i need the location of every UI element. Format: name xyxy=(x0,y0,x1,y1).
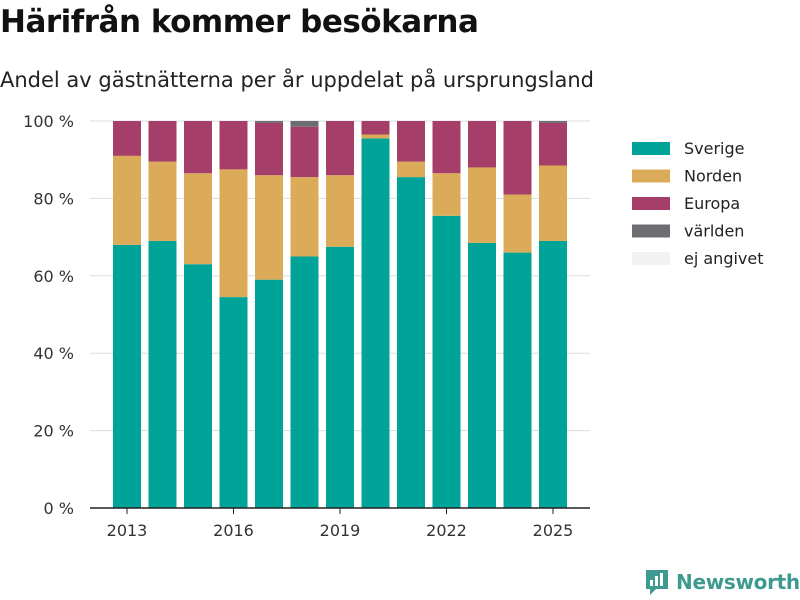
legend: Sverige Norden Europa världen ej angivet xyxy=(632,139,764,268)
brand-name: Newsworthy xyxy=(676,570,800,594)
bar-segment-sverige xyxy=(361,138,390,509)
bar-segment-sverige xyxy=(255,279,283,508)
bar-segment-norden xyxy=(468,167,496,243)
x-tick-label: 2016 xyxy=(213,521,254,540)
x-tick-label: 2022 xyxy=(426,521,467,540)
legend-swatch xyxy=(632,142,670,155)
bar-segment-sverige xyxy=(219,297,248,508)
bar-segment-sverige xyxy=(148,240,177,508)
bar-segment-norden xyxy=(148,161,177,241)
bar-segment-sverige xyxy=(184,264,212,508)
bar-segment-sverige xyxy=(468,242,496,508)
legend-label: världen xyxy=(684,222,744,241)
legend-swatch xyxy=(632,252,670,265)
y-tick-label: 60 % xyxy=(33,267,74,286)
bar-segment-norden xyxy=(184,173,212,265)
bar-segment-europa xyxy=(503,121,532,195)
bar-segment-världen xyxy=(255,121,283,123)
bar-segment-europa xyxy=(184,121,212,174)
bar-segment-europa xyxy=(255,122,283,176)
bar-segment-europa xyxy=(113,121,141,156)
bar-segment-europa xyxy=(219,121,248,170)
bar-segment-världen xyxy=(290,121,319,127)
bar-segment-norden xyxy=(290,177,319,257)
bar-segment-europa xyxy=(397,121,425,162)
bar-segment-sverige xyxy=(326,246,354,508)
y-tick-label: 100 % xyxy=(23,112,74,131)
bar-segment-norden xyxy=(326,175,354,247)
bar-segment-sverige xyxy=(432,215,461,508)
bar-segment-norden xyxy=(361,134,390,139)
bar-segment-norden xyxy=(255,175,283,280)
bar-segment-europa xyxy=(432,121,461,174)
legend-label: Europa xyxy=(684,194,740,213)
bar-segment-norden xyxy=(539,165,567,241)
bar-segment-sverige xyxy=(397,177,425,509)
axes: 0 % 20 % 40 % 60 % 80 % 100 % 2013 2016 2019 2022… xyxy=(23,112,590,540)
bar-segment-europa xyxy=(361,121,390,135)
bar-segment-sverige xyxy=(113,244,141,508)
legend-swatch xyxy=(632,169,670,183)
legend-swatch xyxy=(632,197,670,210)
bar-segment-sverige xyxy=(290,256,319,508)
bar-segment-norden xyxy=(113,155,141,245)
bar-segment-norden xyxy=(219,169,248,298)
bar-segment-sverige xyxy=(503,252,532,508)
bar-segment-europa xyxy=(290,126,319,178)
bar-segment-norden xyxy=(432,173,461,216)
x-tick-label: 2019 xyxy=(320,521,361,540)
newsworthy-brand: Newsworthy xyxy=(644,568,800,596)
bar-segment-europa xyxy=(326,121,354,176)
legend-label: Norden xyxy=(684,167,742,186)
chart-subtitle: Andel av gästnätterna per år uppdelat på… xyxy=(0,68,594,92)
legend-swatch xyxy=(632,224,670,238)
legend-label: ej angivet xyxy=(684,249,764,268)
y-tick-label: 40 % xyxy=(33,344,74,363)
bar-segment-europa xyxy=(468,121,496,168)
chart-title: Härifrån kommer besökarna xyxy=(0,4,479,40)
bar-segment-europa xyxy=(539,122,567,166)
y-tick-label: 80 % xyxy=(33,189,74,208)
legend-label: Sverige xyxy=(684,139,745,158)
bar-chart-logo-icon xyxy=(646,570,668,595)
bars xyxy=(113,121,567,509)
bar-segment-europa xyxy=(148,121,177,162)
bar-segment-sverige xyxy=(539,240,567,508)
bar-segment-norden xyxy=(397,161,425,178)
y-tick-label: 20 % xyxy=(33,422,74,441)
bar-segment-norden xyxy=(503,194,532,253)
x-tick-label: 2025 xyxy=(533,521,574,540)
y-tick-label: 0 % xyxy=(44,499,74,518)
bar-segment-världen xyxy=(539,121,567,123)
x-tick-label: 2013 xyxy=(107,521,148,540)
